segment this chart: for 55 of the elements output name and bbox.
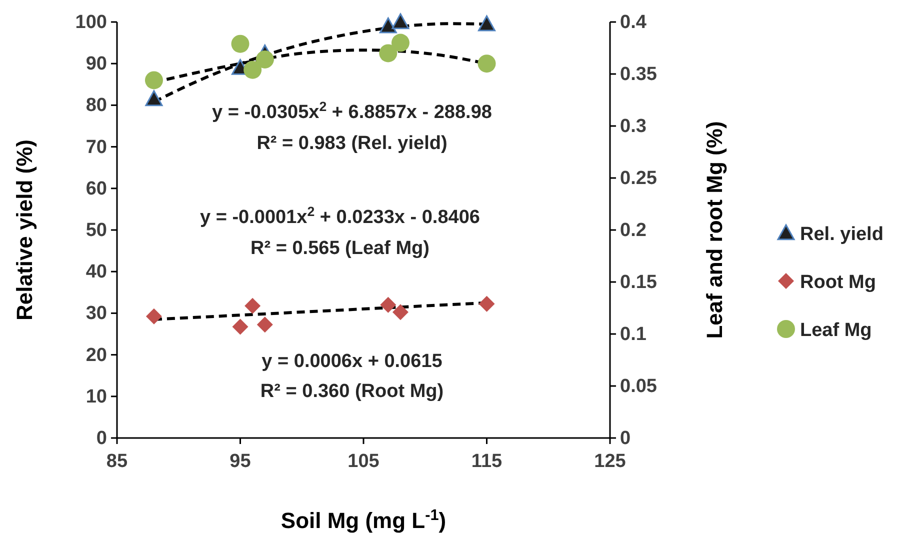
y2-axis-title: Leaf and root Mg (%)	[702, 121, 727, 339]
y2-tick-label: 0.15	[620, 272, 658, 293]
legend-label: Rel. yield	[800, 224, 884, 245]
legend-label: Leaf Mg	[800, 320, 872, 341]
annotation: R² = 0.360 (Root Mg)	[260, 381, 444, 402]
point	[379, 44, 398, 62]
y-tick-label: 10	[86, 386, 107, 408]
annotation: R² = 0.565 (Leaf Mg)	[250, 238, 430, 259]
point	[146, 308, 162, 324]
x-tick-label: 115	[471, 451, 503, 472]
y2-tick-label: 0.1	[620, 324, 647, 345]
y2-tick-label: 0.4	[620, 12, 647, 33]
point	[478, 54, 496, 73]
point	[478, 15, 496, 32]
x-tick-label: 105	[348, 451, 380, 472]
point	[392, 13, 410, 30]
annotation: R² = 0.983 (Rel. yield)	[256, 133, 448, 154]
y2-tick-label: 0.3	[620, 116, 646, 137]
y-axis-title: Relative yield (%)	[12, 140, 37, 320]
annotation: y = -0.0001x$^{2}$ + 0.0233x - 0.8406	[200, 204, 480, 228]
point	[244, 298, 261, 314]
point	[478, 296, 495, 312]
y-tick-label: 50	[86, 220, 107, 241]
point	[392, 304, 408, 320]
point	[231, 34, 250, 53]
y-tick-label: 0	[96, 428, 107, 449]
y-tick-label: 60	[86, 178, 107, 200]
point	[145, 90, 163, 106]
y-tick-label: 90	[86, 54, 107, 75]
y-tick-label: 100	[75, 12, 107, 33]
x-axis-title: Soil Mg (mg L$^{-1}$)	[280, 506, 446, 533]
y2-tick-label: 0.05	[620, 376, 658, 397]
y-tick-label: 70	[86, 136, 107, 158]
x-tick-label: 95	[230, 451, 252, 472]
annotation: y = -0.0305x$^{2}$ + 6.8857x - 288.98	[212, 98, 492, 123]
legend-label: Root Mg	[800, 272, 876, 293]
y2-tick-label: 0	[620, 428, 631, 449]
point	[380, 296, 396, 313]
annotation: y = 0.0006x + 0.0615	[262, 351, 443, 372]
point	[244, 60, 262, 79]
point	[232, 318, 248, 335]
x-tick-label: 85	[106, 451, 128, 472]
point	[144, 71, 163, 90]
y-tick-label: 80	[86, 95, 107, 116]
y-tick-label: 20	[86, 344, 107, 366]
x-tick-label: 125	[594, 451, 626, 472]
y2-tick-label: 0.25	[620, 168, 658, 189]
y-tick-label: 30	[86, 303, 107, 324]
point	[256, 316, 273, 333]
point	[256, 50, 274, 68]
point	[379, 17, 397, 34]
y2-tick-label: 0.2	[620, 220, 646, 241]
y-tick-label: 40	[86, 262, 107, 283]
y2-tick-label: 0.35	[620, 64, 658, 85]
point	[391, 34, 410, 52]
